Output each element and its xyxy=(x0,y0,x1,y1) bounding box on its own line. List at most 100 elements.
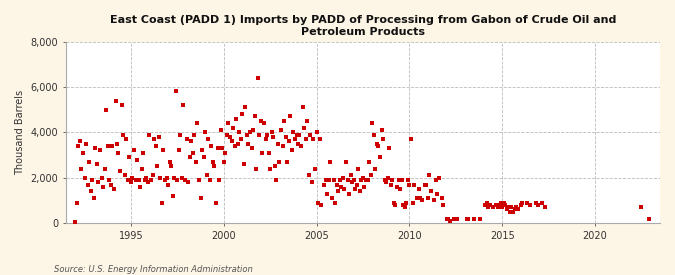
Point xyxy=(132,157,142,162)
Point xyxy=(218,160,229,164)
Point xyxy=(260,137,271,141)
Point xyxy=(299,126,310,130)
Point xyxy=(155,175,165,180)
Point xyxy=(342,178,353,182)
Point xyxy=(76,166,87,171)
Point xyxy=(93,180,104,185)
Point xyxy=(134,178,144,182)
Point xyxy=(284,139,294,144)
Point xyxy=(509,207,520,212)
Point xyxy=(240,105,251,109)
Point xyxy=(375,155,385,160)
Point xyxy=(227,126,238,130)
Point xyxy=(203,137,214,141)
Point xyxy=(437,196,448,200)
Point xyxy=(92,162,103,166)
Title: East Coast (PADD 1) Imports by PADD of Processing from Gabon of Crude Oil and
Pe: East Coast (PADD 1) Imports by PADD of P… xyxy=(110,15,616,37)
Point xyxy=(338,175,348,180)
Point xyxy=(406,137,416,141)
Point xyxy=(217,146,227,150)
Point xyxy=(70,220,80,224)
Point xyxy=(308,137,319,141)
Point xyxy=(426,189,437,194)
Point xyxy=(146,178,157,182)
Point xyxy=(245,130,256,134)
Point xyxy=(268,135,279,139)
Point xyxy=(180,178,190,182)
Point xyxy=(135,185,146,189)
Point xyxy=(303,173,314,178)
Point xyxy=(221,132,232,137)
Point xyxy=(432,191,443,196)
Point xyxy=(329,200,340,205)
Point xyxy=(443,216,454,221)
Point xyxy=(350,187,360,191)
Point xyxy=(231,117,242,121)
Point xyxy=(82,182,93,187)
Point xyxy=(347,180,358,185)
Point xyxy=(208,160,219,164)
Point xyxy=(121,137,132,141)
Point xyxy=(271,178,281,182)
Point xyxy=(500,203,511,207)
Point xyxy=(238,162,249,166)
Point xyxy=(319,182,330,187)
Point xyxy=(481,200,492,205)
Point xyxy=(211,200,221,205)
Point xyxy=(636,205,647,210)
Point xyxy=(288,130,299,134)
Point xyxy=(331,182,342,187)
Text: Source: U.S. Energy Information Administration: Source: U.S. Energy Information Administ… xyxy=(54,265,252,274)
Point xyxy=(297,105,308,109)
Point xyxy=(424,173,435,178)
Point xyxy=(157,200,167,205)
Point xyxy=(205,178,215,182)
Point xyxy=(105,182,116,187)
Point xyxy=(370,166,381,171)
Point xyxy=(243,141,254,146)
Point xyxy=(480,203,491,207)
Point xyxy=(379,178,390,182)
Point xyxy=(173,148,184,153)
Point xyxy=(495,200,506,205)
Point xyxy=(475,216,486,221)
Point xyxy=(438,203,449,207)
Point xyxy=(248,128,259,132)
Point xyxy=(365,173,376,178)
Point xyxy=(511,205,522,210)
Point xyxy=(334,178,345,182)
Point xyxy=(78,150,88,155)
Point xyxy=(144,132,155,137)
Point xyxy=(148,137,159,141)
Point xyxy=(98,185,109,189)
Point xyxy=(269,164,280,169)
Point xyxy=(463,216,474,221)
Point xyxy=(254,132,265,137)
Point xyxy=(384,146,395,150)
Point xyxy=(190,160,201,164)
Point xyxy=(516,203,526,207)
Point xyxy=(364,160,375,164)
Point xyxy=(359,185,370,189)
Point xyxy=(336,185,347,189)
Point xyxy=(242,132,252,137)
Point xyxy=(184,155,195,160)
Point xyxy=(95,148,105,153)
Point xyxy=(181,137,192,141)
Point xyxy=(352,182,362,187)
Point xyxy=(537,200,548,205)
Point xyxy=(321,178,331,182)
Point xyxy=(274,160,285,164)
Point xyxy=(103,144,113,148)
Point xyxy=(367,121,377,125)
Point xyxy=(177,175,188,180)
Point xyxy=(277,144,288,148)
Point xyxy=(265,166,275,171)
Point xyxy=(80,141,91,146)
Point xyxy=(396,178,407,182)
Point xyxy=(138,150,148,155)
Point xyxy=(313,200,323,205)
Point xyxy=(88,196,99,200)
Point xyxy=(302,119,313,123)
Point xyxy=(214,178,225,182)
